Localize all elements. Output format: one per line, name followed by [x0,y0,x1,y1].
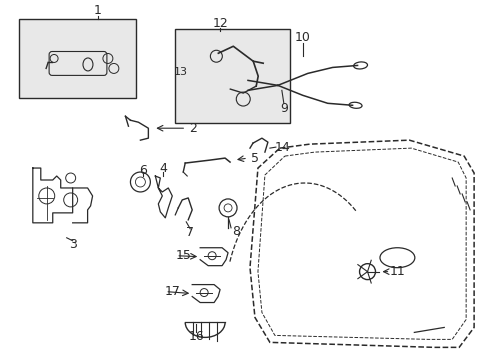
Text: 3: 3 [69,238,77,251]
Text: 10: 10 [294,31,310,44]
Bar [19,19,136,98]
Text: 5: 5 [250,152,259,165]
Text: 16: 16 [188,330,203,343]
Text: 15: 15 [175,249,191,262]
Text: 7: 7 [186,226,194,239]
Text: 9: 9 [279,102,287,115]
Text: 11: 11 [389,265,405,278]
Text: 1: 1 [93,4,102,17]
Text: 14: 14 [274,141,290,154]
Text: 6: 6 [139,163,147,176]
Text: 8: 8 [232,225,240,238]
Text: 12: 12 [212,17,227,30]
Text: 4: 4 [159,162,167,175]
Text: 17: 17 [164,285,180,298]
Bar [175,28,289,123]
Text: 2: 2 [189,122,197,135]
Text: 13: 13 [174,67,188,77]
